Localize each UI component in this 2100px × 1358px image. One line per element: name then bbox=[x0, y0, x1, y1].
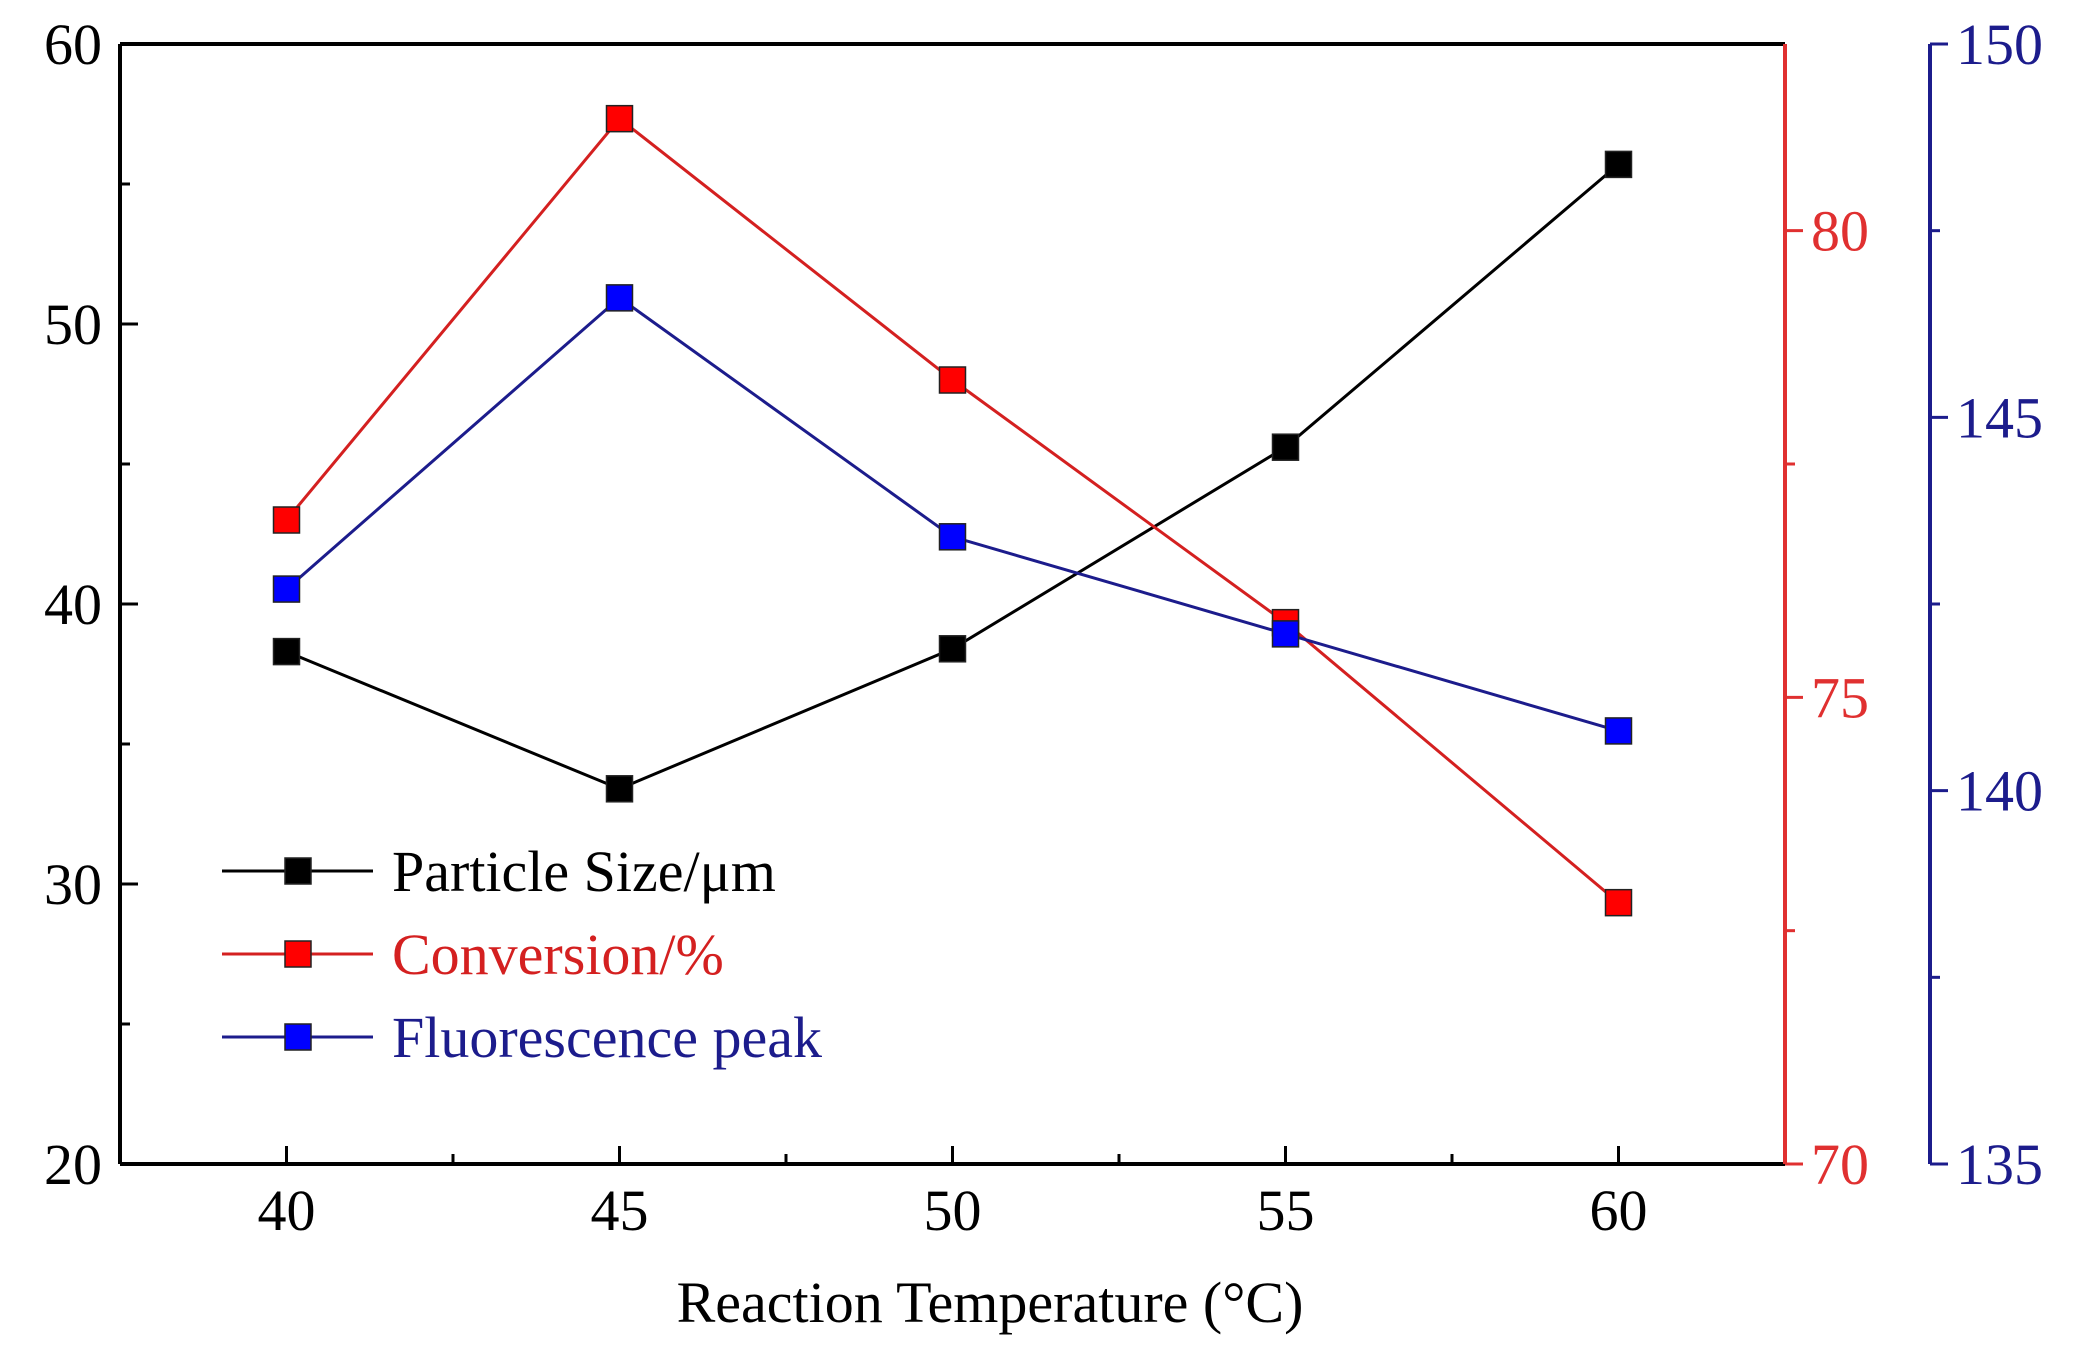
conversion-legend-marker bbox=[284, 940, 312, 968]
fluorescence-point bbox=[938, 523, 967, 551]
fluorescence-tick-label: 145 bbox=[1956, 385, 2043, 450]
x-tick-label: 55 bbox=[1257, 1178, 1315, 1243]
x-tick-label: 50 bbox=[924, 1178, 982, 1243]
conversion-legend-label: Conversion/% bbox=[392, 922, 724, 987]
left-y-tick-label: 40 bbox=[44, 572, 102, 637]
axes-layer: 40 45 50 55 60 20 30 40 50 60 70 75 80 135 140 145 150 bbox=[44, 12, 2043, 1243]
particle-size-point bbox=[1271, 433, 1300, 461]
x-axis-title: Reaction Temperature (°C) bbox=[677, 1270, 1304, 1335]
conversion-point bbox=[1604, 888, 1633, 917]
conversion-line bbox=[285, 116, 1620, 904]
x-tick-label: 60 bbox=[1590, 1178, 1648, 1243]
particle-size-legend-label: Particle Size/μm bbox=[392, 839, 776, 904]
conversion-point bbox=[605, 104, 634, 133]
left-y-tick-label: 60 bbox=[44, 12, 102, 77]
left-y-tick-label: 20 bbox=[44, 1132, 102, 1197]
particle-size-point bbox=[605, 775, 634, 803]
conversion-point bbox=[938, 366, 967, 394]
x-tick-label: 45 bbox=[591, 1178, 649, 1243]
fluorescence-tick-label: 150 bbox=[1956, 12, 2043, 77]
left-y-tick-label: 30 bbox=[44, 852, 102, 917]
fluorescence-tick-label: 140 bbox=[1956, 759, 2043, 824]
fluorescence-point bbox=[605, 284, 634, 312]
x-tick-label: 40 bbox=[258, 1178, 316, 1243]
particle-size-point bbox=[938, 635, 967, 663]
legend: Particle Size/μm Conversion/% Fluorescence… bbox=[222, 839, 822, 1070]
conversion-tick-label: 70 bbox=[1811, 1132, 1869, 1197]
left-y-tick-label: 50 bbox=[44, 292, 102, 357]
fluorescence-legend-marker bbox=[284, 1023, 312, 1051]
fluorescence-point bbox=[1604, 717, 1633, 745]
particle-size-legend-marker bbox=[284, 857, 312, 885]
fluorescence-point bbox=[272, 575, 301, 603]
particle-size-point bbox=[272, 637, 301, 666]
fluorescence-tick-label: 135 bbox=[1956, 1132, 2043, 1197]
fluorescence-line bbox=[285, 295, 1619, 733]
conversion-point bbox=[272, 506, 301, 534]
fluorescence-legend-label: Fluorescence peak bbox=[392, 1005, 822, 1070]
particle-size-line bbox=[285, 163, 1620, 791]
series-layer bbox=[272, 104, 1633, 917]
fluorescence-point bbox=[1271, 620, 1300, 648]
conversion-tick-label: 75 bbox=[1811, 665, 1869, 730]
particle-size-point bbox=[1604, 150, 1633, 179]
conversion-tick-label: 80 bbox=[1811, 199, 1869, 264]
